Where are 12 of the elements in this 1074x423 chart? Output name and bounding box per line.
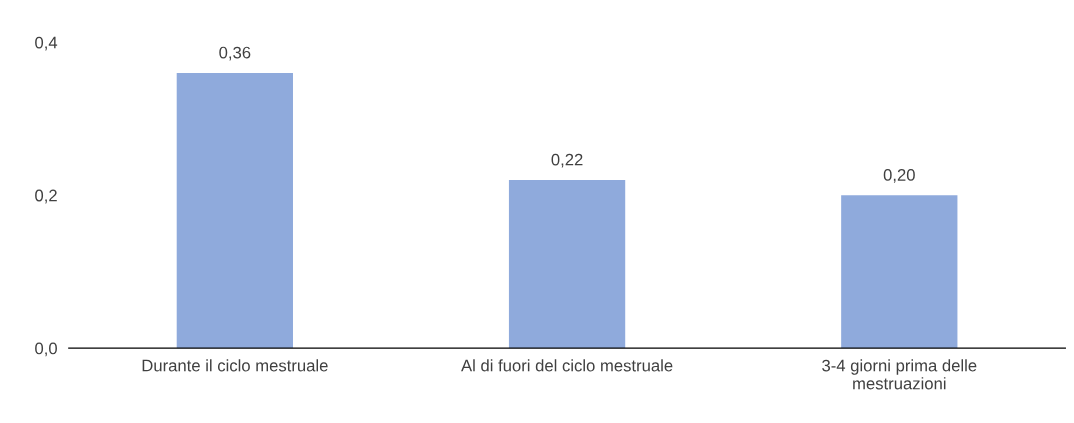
- bar: [508, 179, 626, 349]
- data-label: 0,36: [219, 46, 251, 61]
- y-tick-label: 0,4: [35, 36, 58, 51]
- x-tick-label: 3-4 giorni prima delle mestruazioni: [822, 359, 977, 390]
- x-tick-label: Al di fuori del ciclo mestruale: [461, 359, 673, 372]
- y-tick-label: 0,2: [35, 189, 57, 204]
- data-label: 0,20: [883, 169, 915, 183]
- data-label: 0,22: [551, 153, 583, 168]
- y-tick-label: 0,0: [35, 342, 57, 357]
- x-tick-label: Durante il ciclo mestruale: [142, 359, 328, 372]
- bar: [841, 195, 958, 349]
- bar: [176, 72, 293, 349]
